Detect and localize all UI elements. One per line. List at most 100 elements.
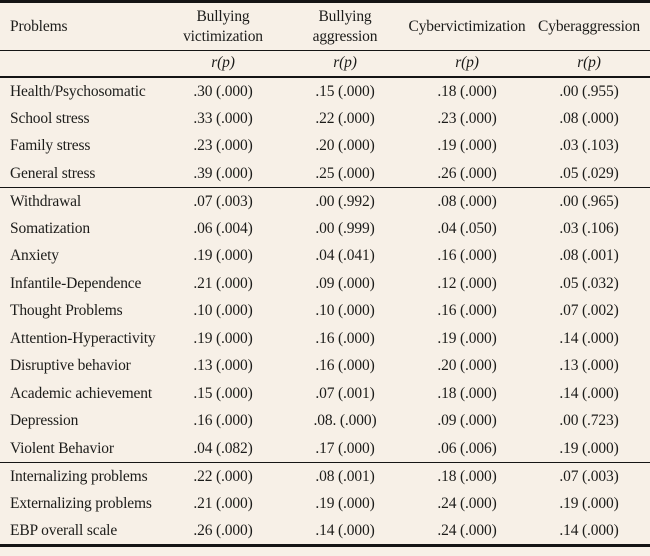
table-row: Academic achievement .15 (.000) .07 (.001)… [0,380,650,408]
correlation-value: .15 (.000) [193,384,253,402]
problem-label: School stress [10,109,90,127]
column-header-cybervictimization: Cybervictimization [408,17,526,35]
correlation-value: .09 (.000) [437,412,497,430]
correlation-value: .25 (.000) [315,164,375,182]
table-row: Externalizing problems .21 (.000) .19 (.00… [0,490,650,518]
correlation-value: .16 (.000) [437,302,497,320]
correlation-value: .04 (.041) [315,247,375,265]
correlation-value: .03 (.103) [559,137,619,155]
correlation-value: .06 (.006) [437,439,497,457]
correlation-value: .04 (.082) [193,439,253,457]
empty-subheader-cell [0,51,162,77]
correlation-value: .14 (.000) [315,522,375,539]
correlation-value: .21 (.000) [193,494,253,512]
problem-label: Academic achievement [10,384,153,402]
correlation-value: .14 (.000) [559,384,619,402]
problem-label: Health/Psychosomatic [10,82,146,100]
correlation-value: .17 (.000) [315,439,375,457]
correlation-value: .18 (.000) [437,384,497,402]
correlation-value: .19 (.000) [193,247,253,265]
correlation-value: .24 (.000) [437,522,497,539]
table-row: Depression .16 (.000) .08. (.000) .09 (.000… [0,407,650,435]
r-p-subheader: r(p) [211,54,235,72]
table-row: Internalizing problems .22 (.000) .08 (.00… [0,462,650,490]
correlation-value: .09 (.000) [315,274,375,292]
correlation-value: .33 (.000) [193,109,253,127]
table-row: Anxiety .19 (.000) .04 (.041) .16 (.000) .08… [0,242,650,270]
stat-subheader-row: r(p) r(p) r(p) r(p) [0,51,650,77]
correlation-value: .05 (.032) [559,274,619,292]
table-row: School stress .33 (.000) .22 (.000) .23 (.0… [0,105,650,133]
column-header-bullying-aggression: Bullying aggression [312,7,378,45]
table-row: Withdrawal .07 (.003) .00 (.992) .08 (.000)… [0,187,650,215]
column-header-bullying-victimization: Bullying victimization [183,7,263,45]
table-row: Family stress .23 (.000) .20 (.000) .19 (.0… [0,132,650,160]
table-row: Somatization .06 (.004) .00 (.999) .04 (.05… [0,215,650,243]
correlation-value: .23 (.000) [437,109,497,127]
correlation-value: .07 (.002) [559,302,619,320]
problem-label: Externalizing problems [10,494,152,512]
correlation-value: .14 (.000) [559,522,619,539]
correlation-value: .22 (.000) [315,109,375,127]
table-row: Attention-Hyperactivity .19 (.000) .16 (.0… [0,325,650,353]
correlation-value: .19 (.000) [437,137,497,155]
correlation-value: .26 (.000) [193,522,253,539]
correlation-value: .07 (.003) [559,467,619,485]
correlation-value: .08 (.001) [315,467,375,485]
correlation-value: .39 (.000) [193,164,253,182]
problem-label: General stress [10,164,96,182]
problem-label: Infantile-Dependence [10,274,142,292]
table-row: Thought Problems .10 (.000) .10 (.000) .16 … [0,297,650,325]
column-header-problems: Problems [10,17,68,35]
table-section-summary-scales: Internalizing problems .22 (.000) .08 (.00… [0,462,650,546]
correlation-value: .00 (.723) [559,412,619,430]
correlation-value: .18 (.000) [437,82,497,100]
correlation-value: .19 (.000) [193,329,253,347]
correlation-value: .12 (.000) [437,274,497,292]
correlation-value: .00 (.992) [315,192,375,210]
r-p-subheader: r(p) [577,54,601,72]
correlation-value: .14 (.000) [559,329,619,347]
correlation-value: .03 (.106) [559,219,619,237]
correlation-value: .23 (.000) [193,137,253,155]
correlation-value: .20 (.000) [437,357,497,375]
correlation-value: .00 (.999) [315,219,375,237]
problem-label: Family stress [10,137,91,155]
correlation-value: .18 (.000) [437,467,497,485]
correlation-value: .04 (.050) [437,219,497,237]
correlation-value: .08 (.000) [437,192,497,210]
correlation-value: .19 (.000) [559,439,619,457]
correlation-value: .10 (.000) [315,302,375,320]
correlation-value: .00 (.955) [559,82,619,100]
problem-label: Disruptive behavior [10,357,131,375]
correlation-value: .05 (.029) [559,164,619,182]
correlation-value: .16 (.000) [193,412,253,430]
problem-label: Violent Behavior [10,439,114,457]
correlation-value: .19 (.000) [437,329,497,347]
table-row: General stress .39 (.000) .25 (.000) .26 (.… [0,160,650,188]
table-row: EBP overall scale .26 (.000) .14 (.000) .24… [0,517,650,546]
correlation-value: .21 (.000) [193,274,253,292]
correlation-value: .07 (.003) [193,192,253,210]
table-section-stress: Health/Psychosomatic .30 (.000) .15 (.000)… [0,77,650,188]
correlation-value: .16 (.000) [315,357,375,375]
problem-label: EBP overall scale [10,522,118,539]
correlation-value: .13 (.000) [193,357,253,375]
table-row: Health/Psychosomatic .30 (.000) .15 (.000)… [0,77,650,105]
correlation-value: .26 (.000) [437,164,497,182]
problem-label: Somatization [10,219,90,237]
correlation-value: .06 (.004) [193,219,253,237]
problem-label: Anxiety [10,247,59,265]
column-header-cyberaggression: Cyberaggression [538,17,640,35]
problem-label: Depression [10,412,79,430]
correlation-value: .07 (.001) [315,384,375,402]
correlation-value: .15 (.000) [315,82,375,100]
correlation-value: .10 (.000) [193,302,253,320]
correlation-value: .16 (.000) [437,247,497,265]
header-row: Problems Bullying victimization Bullying… [0,2,650,51]
correlation-value: .30 (.000) [193,82,253,100]
correlation-value: .00 (.965) [559,192,619,210]
correlation-value: .08 (.000) [559,109,619,127]
table-section-problem-scales: Withdrawal .07 (.003) .00 (.992) .08 (.000)… [0,187,650,462]
